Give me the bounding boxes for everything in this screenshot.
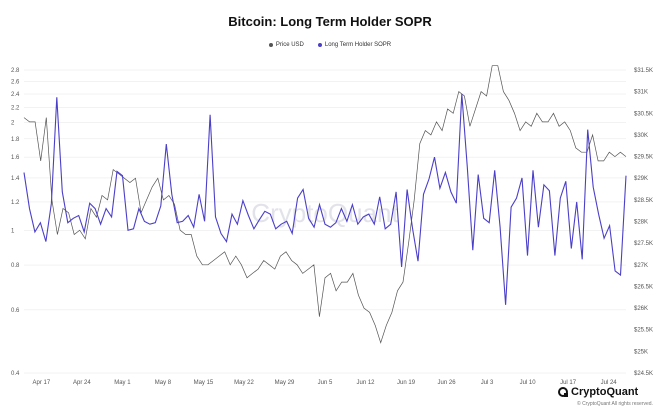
y-left-tick-label: 2.8 xyxy=(11,68,20,74)
brand-name: CryptoQuant xyxy=(571,386,639,398)
y-left-tick-label: 2.6 xyxy=(11,80,20,86)
lth-sopr-line xyxy=(23,93,627,305)
copyright-text: © CryptoQuant All rights reserved. xyxy=(577,401,653,407)
x-tick-label: Apr 17 xyxy=(33,380,51,386)
cryptoquant-logo-icon xyxy=(558,387,568,397)
legend-label-price: Price USD xyxy=(275,42,304,48)
y-right-tick-label: $26.5K xyxy=(634,284,653,290)
y-right-tick-label: $27.5K xyxy=(634,241,653,247)
x-tick-label: Jun 12 xyxy=(357,380,376,386)
chart-legend: Price USD Long Term Holder SOPR xyxy=(0,42,660,48)
legend-dot-sopr xyxy=(317,43,322,47)
legend-label-sopr: Long Term Holder SOPR xyxy=(324,42,392,48)
x-tick-label: May 1 xyxy=(114,380,131,386)
x-tick-label: Apr 24 xyxy=(73,380,91,386)
y-left-tick-label: 2.4 xyxy=(11,92,20,98)
price-usd-line xyxy=(23,65,627,344)
x-tick-label: Jun 19 xyxy=(397,380,416,386)
y-right-tick-label: $31.5K xyxy=(634,68,653,74)
y-right-tick-label: $26K xyxy=(634,306,648,312)
x-tick-label: Jul 24 xyxy=(601,380,618,386)
x-tick-label: May 15 xyxy=(194,380,214,386)
y-left-tick-label: 1.4 xyxy=(11,176,20,182)
x-tick-label: Jul 3 xyxy=(481,380,494,386)
x-tick-label: May 8 xyxy=(155,380,172,386)
x-tick-label: May 22 xyxy=(234,380,254,386)
y-left-tick-label: 1.2 xyxy=(11,200,20,206)
x-tick-label: Jul 17 xyxy=(560,380,577,386)
y-right-tick-label: $30.5K xyxy=(634,111,653,117)
y-right-tick-label: $25K xyxy=(634,349,648,355)
y-right-tick-label: $24.5K xyxy=(634,371,653,377)
y-left-tick-label: 1 xyxy=(11,228,15,234)
y-left-tick-label: 1.8 xyxy=(11,137,20,143)
y-right-tick-label: $29.5K xyxy=(634,155,653,161)
y-left-tick-label: 2 xyxy=(11,120,15,126)
y-left-tick-label: 0.4 xyxy=(11,371,20,377)
y-left-tick-label: 1.6 xyxy=(11,155,20,161)
x-tick-label: Jun 26 xyxy=(438,380,457,386)
y-left-tick-label: 0.8 xyxy=(11,263,20,269)
chart-title: Bitcoin: Long Term Holder SOPR xyxy=(228,14,432,29)
brand-logo: CryptoQuant xyxy=(558,386,638,398)
y-left-tick-label: 2.2 xyxy=(11,106,20,112)
y-right-tick-label: $28.5K xyxy=(634,198,653,204)
y-right-tick-label: $30K xyxy=(634,133,648,139)
legend-dot-price xyxy=(268,43,273,47)
y-right-tick-label: $29K xyxy=(634,176,648,182)
y-right-tick-label: $28K xyxy=(634,220,648,226)
y-right-tick-label: $25.5K xyxy=(634,328,653,334)
y-left-tick-label: 0.6 xyxy=(11,308,20,314)
x-tick-label: Jun 5 xyxy=(318,380,333,386)
legend-item-sopr[interactable]: Long Term Holder SOPR xyxy=(317,42,392,48)
legend-item-price[interactable]: Price USD xyxy=(268,42,304,48)
y-right-tick-label: $27K xyxy=(634,263,648,269)
y-right-tick-label: $31K xyxy=(634,90,648,96)
x-tick-label: May 29 xyxy=(275,380,295,386)
x-tick-label: Jul 10 xyxy=(520,380,537,386)
